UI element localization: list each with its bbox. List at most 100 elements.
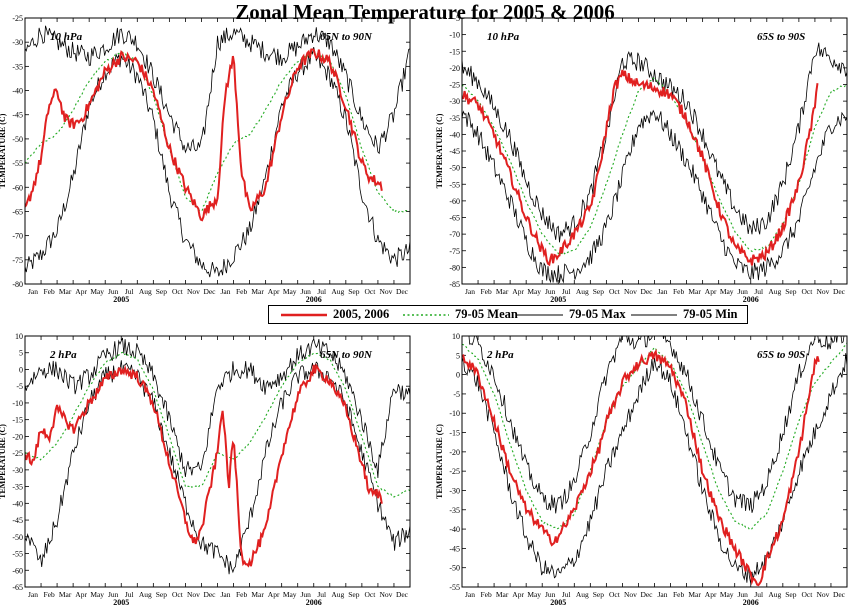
series-line-min <box>462 353 847 584</box>
y-tick-label: -70 <box>449 230 460 239</box>
x-tick-label: May <box>283 590 297 599</box>
series-line-mean <box>462 77 847 256</box>
x-tick-label: Dec <box>203 287 216 296</box>
x-tick-label: Jul <box>125 590 134 599</box>
y-tick-label: -40 <box>449 130 460 139</box>
y-axis-label: TEMPERATURE (C) <box>0 424 7 499</box>
x-tick-label: Jul <box>562 287 571 296</box>
y-tick-label: -75 <box>12 256 23 265</box>
x-tick-label: Feb <box>236 590 248 599</box>
x-tick-label: Sep <box>785 287 797 296</box>
x-tick-label: Nov <box>816 590 829 599</box>
y-tick-label: -35 <box>12 62 23 71</box>
y-axis-label: TEMPERATURE (C) <box>435 424 444 499</box>
x-tick-label: Jan <box>28 287 38 296</box>
x-tick-label: Feb <box>673 287 685 296</box>
x-year-label: 2005 <box>550 598 566 607</box>
y-tick-label: -55 <box>449 583 460 592</box>
x-tick-label: Jan <box>221 287 231 296</box>
x-tick-label: Oct <box>172 590 184 599</box>
y-tick-label: -10 <box>449 31 460 40</box>
y-tick-label: -5 <box>453 14 460 23</box>
x-tick-label: Mar <box>251 287 264 296</box>
x-tick-label: Jan <box>465 590 475 599</box>
region-label: 65N to 90N <box>320 349 373 361</box>
y-tick-label: -50 <box>449 164 460 173</box>
region-label: 65S to 90S <box>757 31 805 43</box>
series-line-min <box>25 47 410 278</box>
legend-swatch-mean <box>403 314 449 316</box>
x-tick-label: Feb <box>480 287 492 296</box>
x-tick-label: Oct <box>801 287 813 296</box>
y-tick-label: 10 <box>15 332 23 341</box>
y-tick-label: 5 <box>456 351 460 360</box>
x-year-label: 2006 <box>306 295 322 304</box>
x-tick-label: May <box>720 590 734 599</box>
x-tick-label: May <box>90 287 104 296</box>
x-year-label: 2006 <box>306 598 322 607</box>
x-tick-label: Feb <box>43 590 55 599</box>
legend-label-mean: 79-05 Mean <box>455 307 518 321</box>
pressure-label: 2 hPa <box>486 349 514 361</box>
x-tick-label: Apr <box>512 590 524 599</box>
x-tick-label: Mar <box>496 287 509 296</box>
x-tick-label: Aug <box>139 590 152 599</box>
series-line-mean <box>462 342 847 531</box>
region-label: 65N to 90N <box>320 31 373 43</box>
x-tick-label: Nov <box>379 590 392 599</box>
chart-title: Zonal Mean Temperature for 2005 & 2006 <box>235 0 615 24</box>
legend-label-observed: 2005, 2006 <box>333 307 390 321</box>
y-tick-label: -65 <box>12 583 23 592</box>
x-tick-label: Sep <box>785 590 797 599</box>
x-tick-label: Jul <box>754 287 763 296</box>
y-tick-label: -60 <box>12 566 23 575</box>
y-tick-label: -25 <box>449 81 460 90</box>
y-tick-label: -35 <box>449 114 460 123</box>
y-tick-label: -55 <box>449 180 460 189</box>
y-tick-label: -40 <box>449 525 460 534</box>
x-tick-label: May <box>720 287 734 296</box>
y-tick-label: -55 <box>12 550 23 559</box>
series-line-max <box>468 336 845 514</box>
x-tick-label: Jun <box>108 590 119 599</box>
x-tick-label: Jun <box>738 287 749 296</box>
y-tick-label: -45 <box>12 516 23 525</box>
x-tick-label: Dec <box>640 590 653 599</box>
x-year-label: 2006 <box>743 295 759 304</box>
x-tick-label: Sep <box>156 590 168 599</box>
y-tick-label: -10 <box>12 399 23 408</box>
legend: 2005, 2006 79-05 Mean 79-05 Max 79-05 Mi… <box>268 305 748 324</box>
y-tick-label: -35 <box>12 483 23 492</box>
x-tick-label: Oct <box>364 287 376 296</box>
x-tick-label: Feb <box>236 287 248 296</box>
series-line-max <box>25 25 410 155</box>
pressure-label: 2 hPa <box>49 349 77 361</box>
pressure-label: 10 hPa <box>487 31 520 43</box>
y-tick-label: -30 <box>449 486 460 495</box>
x-tick-label: Feb <box>480 590 492 599</box>
x-tick-label: Feb <box>673 590 685 599</box>
x-tick-label: Jan <box>658 287 668 296</box>
x-tick-label: May <box>283 287 297 296</box>
x-year-label: 2005 <box>113 598 129 607</box>
x-tick-label: Jun <box>301 590 312 599</box>
plot-frame <box>461 17 848 285</box>
y-tick-label: -65 <box>449 214 460 223</box>
x-year-label: 2005 <box>113 295 129 304</box>
x-tick-label: Sep <box>593 590 605 599</box>
legend-swatch-max <box>517 314 563 316</box>
x-tick-label: Aug <box>768 590 781 599</box>
x-tick-label: Oct <box>609 590 621 599</box>
y-tick-label: -15 <box>12 416 23 425</box>
region-label: 65S to 90S <box>757 349 805 361</box>
y-tick-label: 5 <box>19 349 23 358</box>
x-tick-label: Sep <box>348 590 360 599</box>
legend-label-max: 79-05 Max <box>569 307 626 321</box>
x-tick-label: Oct <box>609 287 621 296</box>
chart-panel-2: -85 -80 -75 -70 -65 -60 -55 -50 -45 -40 -35 -30 -25 -… <box>435 14 848 304</box>
series-line-observed <box>25 363 383 568</box>
legend-swatch-observed <box>281 313 327 317</box>
y-tick-label: -25 <box>12 14 23 23</box>
x-tick-label: Dec <box>203 590 216 599</box>
